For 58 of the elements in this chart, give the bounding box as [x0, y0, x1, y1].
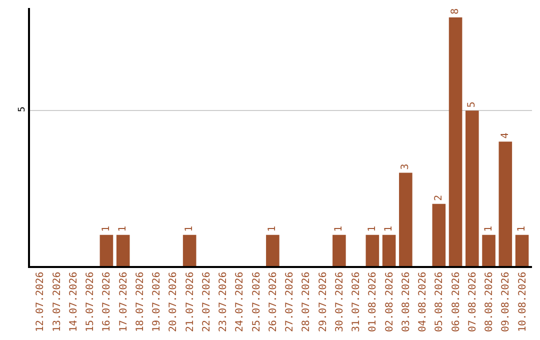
x-tick-label: 27.07.2026 — [284, 272, 296, 332]
data-label: 1 — [334, 226, 345, 232]
data-label: 1 — [366, 226, 378, 232]
x-tick-label: 13.07.2026 — [52, 272, 63, 332]
data-label: 2 — [433, 194, 444, 201]
bar — [448, 17, 462, 266]
x-tick-label: 03.08.2026 — [400, 272, 412, 332]
bar — [382, 234, 396, 266]
x-tick-label: 05.08.2026 — [434, 272, 446, 332]
x-tick-label: 16.07.2026 — [102, 272, 113, 332]
x-tick-label: 17.07.2026 — [118, 272, 130, 332]
data-label: 1 — [100, 226, 112, 232]
bar — [432, 204, 446, 266]
x-tick-label: 12.07.2026 — [35, 272, 46, 332]
x-tick-label: 20.07.2026 — [168, 272, 180, 332]
bar — [266, 234, 280, 266]
data-label: 8 — [450, 8, 462, 14]
x-tick-label: 06.08.2026 — [450, 272, 462, 332]
x-tick-label: 10.08.2026 — [517, 272, 528, 332]
data-label: 1 — [384, 226, 395, 232]
data-label: 5 — [466, 102, 478, 108]
data-label: 1 — [118, 226, 129, 232]
x-tick-label: 02.08.2026 — [384, 272, 396, 332]
x-tick-label: 28.07.2026 — [301, 272, 312, 332]
x-tick-label: 14.07.2026 — [68, 272, 80, 332]
bar — [366, 234, 380, 266]
bar — [399, 172, 412, 266]
x-tick-label: 26.07.2026 — [268, 272, 279, 332]
bar — [332, 234, 346, 266]
x-tick-label: 01.08.2026 — [368, 272, 379, 332]
x-tick-label: 23.07.2026 — [218, 272, 230, 332]
x-tick-label: 22.07.2026 — [201, 272, 212, 332]
x-tick-label: 18.07.2026 — [134, 272, 146, 332]
x-tick-label: 19.07.2026 — [152, 272, 163, 332]
data-label: 1 — [184, 226, 196, 232]
x-tick-label: 09.08.2026 — [500, 272, 512, 332]
x-tick-label: 31.07.2026 — [351, 272, 362, 332]
x-tick-label: 08.08.2026 — [484, 272, 496, 332]
bar — [182, 234, 196, 266]
x-tick-label: 07.08.2026 — [467, 272, 478, 332]
x-tick-label: 24.07.2026 — [234, 272, 246, 332]
x-tick-label: 29.07.2026 — [318, 272, 329, 332]
data-label: 1 — [516, 226, 528, 232]
x-tick-label: 25.07.2026 — [251, 272, 262, 332]
x-tick-label: 15.07.2026 — [85, 272, 96, 332]
x-tick-label: 04.08.2026 — [418, 272, 429, 332]
bar — [466, 110, 479, 266]
bar — [100, 234, 114, 266]
x-tick-label: 30.07.2026 — [334, 272, 346, 332]
data-label: 1 — [267, 226, 278, 232]
bar — [515, 234, 529, 266]
data-label: 1 — [483, 226, 494, 232]
x-tick-label: 21.07.2026 — [184, 272, 196, 332]
bar — [116, 234, 130, 266]
bar — [498, 142, 512, 266]
bar — [482, 234, 496, 266]
data-label: 3 — [400, 164, 412, 170]
data-label: 4 — [500, 132, 511, 139]
